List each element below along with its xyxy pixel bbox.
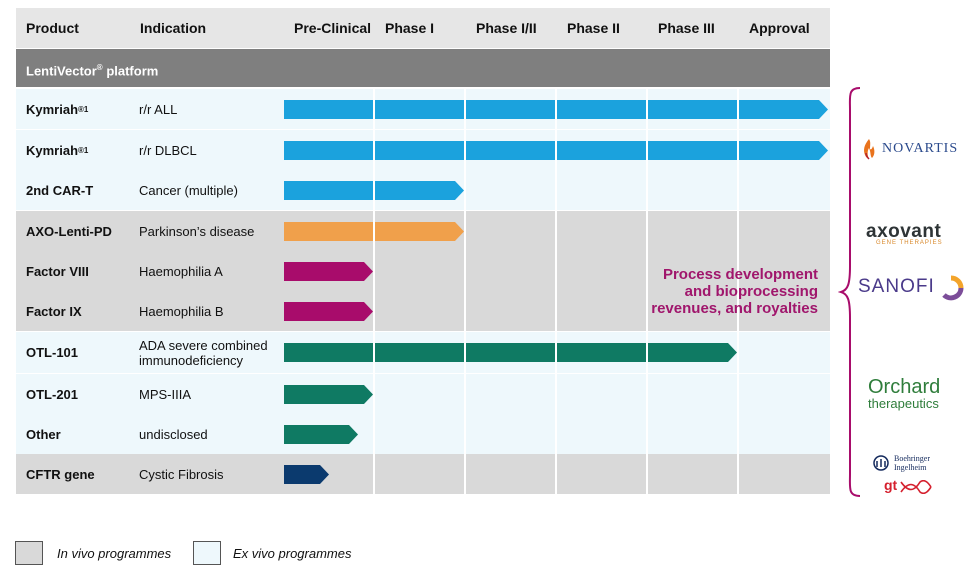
gtc-logo: gt <box>884 477 934 499</box>
indication: Cancer (multiple) <box>139 182 238 198</box>
indication: MPS-IIIA <box>139 386 192 402</box>
gtc-text: gt <box>884 477 898 493</box>
table-row: Kymriah ®1 r/r DLBCL <box>16 130 830 170</box>
legend-ex-vivo-swatch <box>193 541 221 565</box>
axovant-logo: axovant GENE THERAPIES <box>866 221 956 249</box>
product-name: OTL-101 <box>26 345 79 360</box>
sanofi-text: SANOFI <box>858 276 935 297</box>
progress-arrow <box>284 465 329 484</box>
table-row: Kymriah ®1 r/r ALL <box>16 89 830 129</box>
platform-mark: ® <box>96 63 103 72</box>
header-phase-2: Phase II <box>567 20 620 36</box>
header-product: Product <box>26 20 79 36</box>
indication: Haemophilia A <box>139 263 223 279</box>
table-row: Other undisclosed <box>16 414 830 454</box>
phase-divider <box>464 89 466 494</box>
orchard-logo: Orchard therapeutics <box>866 376 962 412</box>
header-phase-preclinical: Pre-Clinical <box>294 20 372 36</box>
product-name: Factor VIII <box>26 263 89 279</box>
table-row: OTL-101 ADA severe combined immunodefici… <box>16 332 830 373</box>
header-indication: Indication <box>140 20 207 36</box>
product-name: 2nd CAR-T <box>26 182 94 198</box>
header-phase-3: Phase III <box>658 20 715 36</box>
header-approval: Approval <box>749 20 810 36</box>
boehringer-text: Boehringer <box>894 454 930 463</box>
phase-divider <box>555 89 557 494</box>
legend-in-vivo-label: In vivo programmes <box>57 546 172 561</box>
novartis-text: NOVARTIS <box>882 141 959 156</box>
boehringer-logo: Boehringer Ingelheim <box>872 452 948 474</box>
indication: Cystic Fibrosis <box>139 466 224 482</box>
table-row: Factor VIII Haemophilia A <box>16 251 830 291</box>
product-name: Kymriah ®1 <box>26 101 89 117</box>
orchard-text: Orchard <box>868 376 941 398</box>
dna-icon <box>900 480 932 494</box>
indication: Haemophilia B <box>139 303 224 319</box>
table-row: 2nd CAR-T Cancer (multiple) <box>16 170 830 210</box>
progress-arrow <box>284 262 373 281</box>
platform-name: LentiVector <box>26 63 97 79</box>
indication: ADA severe combined immunodeficiency <box>139 337 268 368</box>
legend-ex-vivo-label: Ex vivo programmes <box>233 546 352 561</box>
indication: undisclosed <box>139 426 208 442</box>
progress-arrow <box>284 385 373 404</box>
progress-arrow <box>284 343 737 362</box>
platform-suffix: platform <box>102 63 159 79</box>
platform-banner: LentiVector® platform <box>16 49 830 87</box>
table-row: Factor IX Haemophilia B <box>16 291 830 331</box>
product-name: CFTR gene <box>26 466 95 482</box>
table-row: AXO-Lenti-PD Parkinson’s disease <box>16 211 830 251</box>
phase-divider <box>737 89 739 494</box>
table-row: OTL-201 MPS-IIIA <box>16 374 830 414</box>
flame-icon <box>864 139 875 160</box>
phase-divider <box>646 89 648 494</box>
axovant-text: axovant <box>866 221 942 242</box>
partners-brace <box>838 87 861 497</box>
indication: Parkinson’s disease <box>139 223 255 239</box>
table-row: CFTR gene Cystic Fibrosis <box>16 454 830 494</box>
progress-arrow <box>284 425 358 444</box>
novartis-logo: NOVARTIS <box>860 136 965 162</box>
indication: r/r DLBCL <box>139 142 197 158</box>
orchard-subtext: therapeutics <box>868 396 939 411</box>
sanofi-logo: SANOFI <box>858 274 968 302</box>
progress-arrow <box>284 302 373 321</box>
phase-divider <box>373 89 375 494</box>
header-phase-1: Phase I <box>385 20 435 36</box>
product-name: Other <box>26 426 61 442</box>
product-name: AXO-Lenti-PD <box>26 223 112 239</box>
header-phase-1-2: Phase I/II <box>476 20 537 36</box>
indication: r/r ALL <box>139 101 178 117</box>
axovant-subtext: GENE THERAPIES <box>876 240 943 246</box>
product-name: OTL-201 <box>26 386 79 402</box>
boehringer-icon <box>873 455 889 471</box>
legend-in-vivo-swatch <box>15 541 43 565</box>
product-name: Factor IX <box>26 303 82 319</box>
ingelheim-text: Ingelheim <box>894 463 927 472</box>
sanofi-swirl-icon <box>942 275 964 301</box>
table-header: Product Indication Pre-Clinical Phase I … <box>16 8 830 48</box>
product-name: Kymriah ®1 <box>26 142 89 158</box>
revenue-note: Process development and bioprocessing re… <box>651 266 818 317</box>
